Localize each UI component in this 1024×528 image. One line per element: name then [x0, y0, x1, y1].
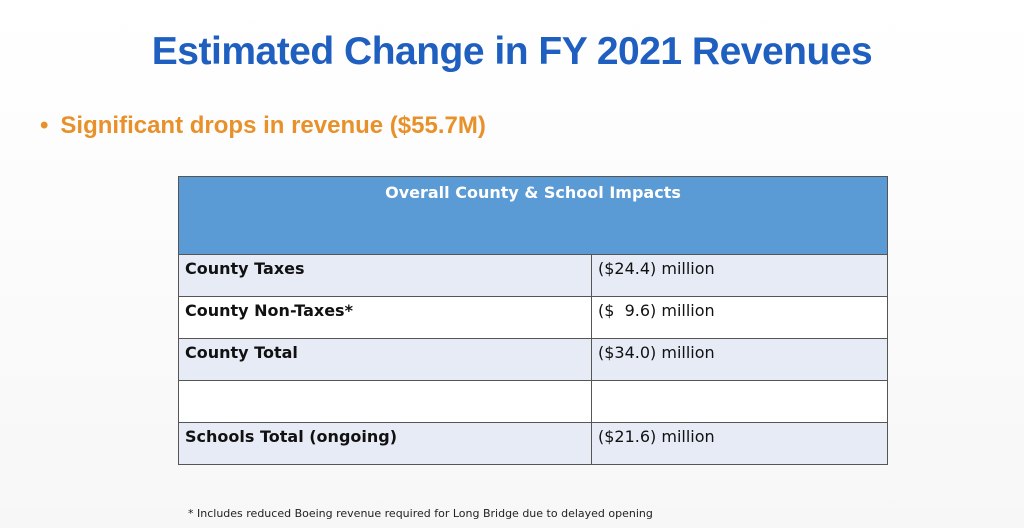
- row-value: ($ 9.6) million: [591, 296, 888, 339]
- bullet-text: Significant drops in revenue ($55.7M): [60, 112, 486, 139]
- row-label: County Total: [178, 338, 592, 381]
- impacts-table: Overall County & School Impacts County T…: [178, 176, 888, 465]
- row-value: ($34.0) million: [591, 338, 888, 381]
- row-label: [178, 380, 592, 423]
- slide-title: Estimated Change in FY 2021 Revenues: [151, 30, 873, 73]
- bullet-point: • Significant drops in revenue ($55.7M): [40, 112, 486, 140]
- table-header-row: Overall County & School Impacts: [178, 176, 888, 255]
- table-row: County Taxes ($24.4) million: [178, 254, 888, 297]
- table-row: Schools Total (ongoing) ($21.6) million: [178, 422, 888, 465]
- row-value: ($24.4) million: [591, 254, 888, 297]
- table-row: County Total ($34.0) million: [178, 338, 888, 381]
- row-label: County Non-Taxes*: [178, 296, 592, 339]
- bullet-marker-icon: •: [40, 112, 49, 139]
- footnote: * Includes reduced Boeing revenue requir…: [188, 507, 653, 520]
- row-label: County Taxes: [178, 254, 592, 297]
- table-header: Overall County & School Impacts: [178, 176, 888, 255]
- row-value: [591, 380, 888, 423]
- table-row: [178, 380, 888, 423]
- row-value: ($21.6) million: [591, 422, 888, 465]
- row-label: Schools Total (ongoing): [178, 422, 592, 465]
- table-row: County Non-Taxes* ($ 9.6) million: [178, 296, 888, 339]
